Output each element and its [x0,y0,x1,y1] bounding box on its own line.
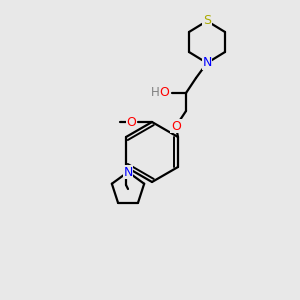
Text: methoxy: methoxy [120,121,126,122]
Text: N: N [202,56,212,70]
Text: S: S [203,14,211,28]
Text: O: O [159,86,169,100]
Text: H: H [151,85,160,98]
Text: O: O [171,119,181,133]
Text: N: N [123,166,133,178]
Text: O: O [126,116,136,128]
